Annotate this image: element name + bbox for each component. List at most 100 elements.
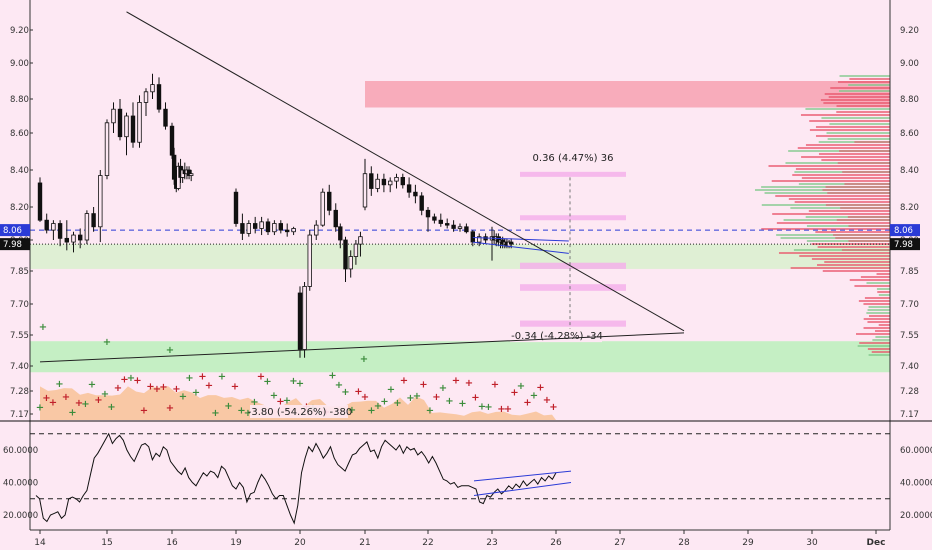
candle-body — [419, 195, 424, 211]
volume-bar — [801, 177, 890, 179]
candle-body — [333, 209, 338, 228]
volume-bar — [863, 303, 890, 305]
sell-marker: + — [146, 382, 154, 393]
measure-label-bg — [510, 329, 602, 343]
sell-marker: + — [42, 393, 50, 404]
candle-body — [78, 234, 83, 241]
buy-marker: + — [166, 345, 174, 356]
candle-body — [188, 173, 194, 176]
x-tick-label: 16 — [166, 538, 178, 548]
y-tick-right: 9.20 — [900, 26, 919, 36]
measure-band-0 — [520, 171, 626, 177]
sell-marker: + — [497, 404, 505, 415]
y-tick-left: 7.55 — [10, 331, 29, 341]
y-tick-right: 8.20 — [900, 203, 919, 213]
candle-body — [169, 125, 175, 156]
zone-2 — [30, 341, 890, 373]
volume-bar — [854, 285, 890, 287]
price-marker-right — [890, 224, 920, 237]
candle-body — [451, 224, 456, 229]
buy-marker: + — [393, 398, 401, 409]
volume-bar — [878, 324, 890, 326]
volume-bar — [866, 282, 890, 284]
candle-body — [163, 108, 168, 127]
volume-bar — [801, 156, 890, 158]
candle-body — [425, 209, 431, 218]
volume-bar — [815, 135, 890, 137]
volume-bar — [799, 255, 890, 257]
candle-body — [438, 219, 443, 224]
volume-bar — [875, 336, 890, 338]
volume-bar — [771, 180, 890, 182]
volume-bar — [797, 147, 890, 149]
y-tick-left: 7.70 — [10, 300, 29, 310]
buy-marker: + — [283, 395, 291, 406]
y-tick-right: 8.60 — [900, 129, 919, 139]
y-tick-right: 8.40 — [900, 166, 919, 176]
oscillator-line — [35, 432, 557, 525]
volume-bar — [761, 204, 890, 206]
osc-channel-top — [473, 470, 572, 482]
volume-bar — [859, 342, 890, 344]
candle-body — [117, 108, 123, 138]
candle-body — [432, 216, 437, 221]
x-tick-label: 22 — [422, 538, 433, 548]
price-marker-left — [0, 238, 30, 251]
x-tick-label: 21 — [359, 538, 370, 548]
volume-bar — [828, 96, 890, 98]
candle-body — [246, 223, 251, 234]
candle-body — [150, 84, 155, 93]
sell-marker: + — [276, 396, 284, 407]
volume-bar — [867, 309, 890, 311]
volume-bar-sell — [842, 171, 890, 173]
x-tick-label: 29 — [742, 538, 754, 548]
osc-y-tick-right: 20.0000 — [900, 511, 932, 521]
zones-layer — [30, 81, 890, 373]
sell-marker: + — [153, 384, 161, 395]
buy-marker: + — [179, 392, 187, 403]
y-tick-left: 8.80 — [10, 95, 29, 105]
x-tick-label: 14 — [34, 538, 46, 548]
volume-bar — [876, 273, 890, 275]
volume-bar-sell — [848, 225, 890, 227]
candle-body — [369, 173, 374, 189]
candle-body — [51, 223, 56, 231]
volume-bar — [878, 294, 890, 296]
buy-marker: + — [192, 388, 200, 399]
volume-bar — [772, 213, 890, 215]
candle-body — [444, 223, 450, 226]
candle-body — [343, 239, 348, 270]
candle-body — [44, 219, 49, 231]
volume-bar — [775, 195, 890, 197]
price-marker-right — [890, 238, 920, 251]
measure-label-down: -0.34 (-4.28%) -34 — [511, 331, 603, 342]
candle-body — [124, 115, 129, 138]
volume-bar — [768, 165, 890, 167]
candle-body — [265, 221, 271, 233]
candle-body — [314, 224, 319, 236]
volume-bar-sell — [854, 141, 890, 143]
buy-marker: + — [211, 408, 219, 419]
buy-marker: + — [39, 322, 47, 333]
candle-body — [130, 115, 136, 143]
volume-bar — [857, 345, 890, 347]
volume-bar — [826, 132, 890, 134]
volume-bar-sell — [844, 183, 890, 185]
volume-bar — [820, 99, 890, 101]
buy-marker: + — [530, 391, 538, 402]
candle-body — [71, 234, 76, 243]
volume-bar — [863, 327, 890, 329]
measure-tools-layer: 0.36 (4.47%) 36 -0.34 (-4.28%) -34 — [510, 153, 626, 343]
measure-band-1 — [520, 215, 626, 221]
buy-marker: + — [360, 354, 368, 365]
volume-bar — [776, 222, 890, 224]
buy-marker: + — [263, 376, 271, 387]
y-tick-right: 7.55 — [900, 331, 919, 341]
sell-marker: + — [49, 398, 57, 409]
volume-bar — [868, 306, 890, 308]
buy-marker: + — [101, 389, 109, 400]
zone-1 — [30, 244, 890, 269]
osc-channel-bottom — [473, 482, 572, 496]
sell-marker: + — [159, 382, 167, 393]
candle-body — [320, 191, 325, 226]
